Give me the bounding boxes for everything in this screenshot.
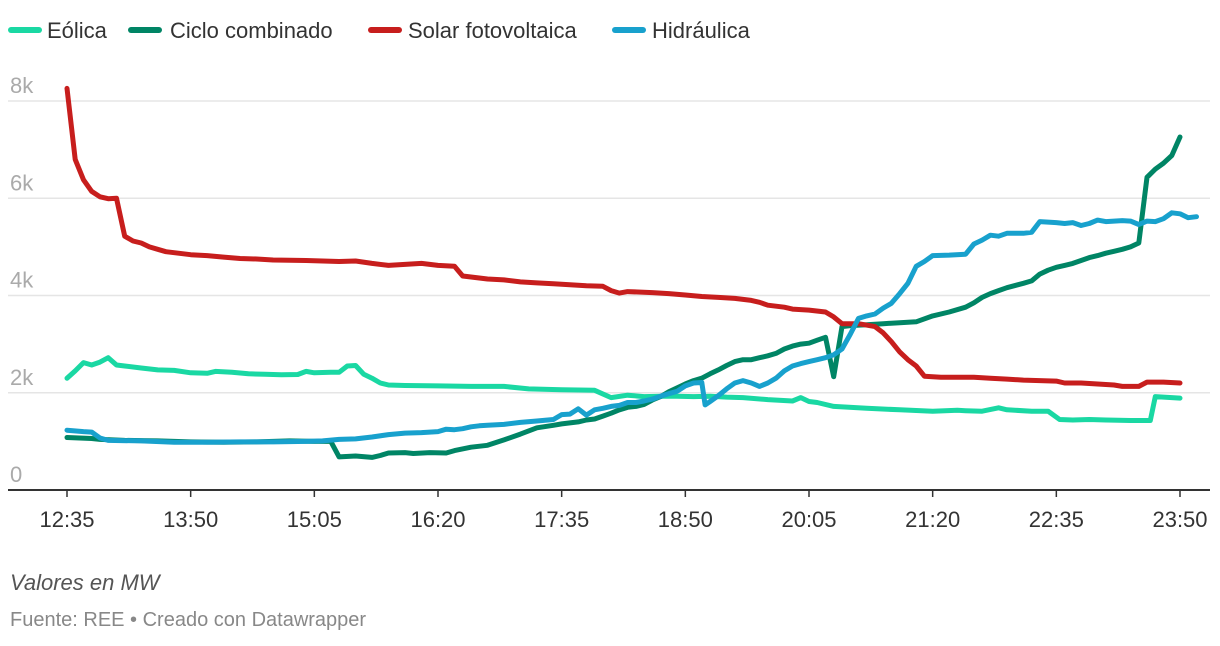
- y-tick-label: 8k: [10, 73, 34, 98]
- x-tick-label: 23:50: [1152, 507, 1207, 532]
- legend-label-ciclo-combinado: Ciclo combinado: [170, 18, 333, 43]
- y-tick-label: 4k: [10, 268, 34, 293]
- series-line-hidraulica: [64, 210, 1199, 445]
- series-lines: [64, 85, 1199, 460]
- x-tick-label: 17:35: [534, 507, 589, 532]
- legend-swatch-hidraulica: [612, 27, 646, 33]
- x-tick-label: 15:05: [287, 507, 342, 532]
- legend-label-eolica: Eólica: [47, 18, 108, 43]
- x-tick-label: 13:50: [163, 507, 218, 532]
- y-tick-label: 2k: [10, 365, 34, 390]
- x-tick-label: 20:05: [781, 507, 836, 532]
- legend: Eólica Ciclo combinado Solar fotovoltaic…: [8, 18, 751, 43]
- series-line-eolica: [64, 355, 1183, 423]
- series-line-ciclo-combinado: [64, 134, 1183, 460]
- y-tick-label: 0: [10, 462, 22, 487]
- legend-item-eolica: Eólica: [8, 18, 108, 43]
- legend-label-solar-fotovoltaica: Solar fotovoltaica: [408, 18, 578, 43]
- legend-swatch-eolica: [8, 27, 42, 33]
- legend-item-hidraulica: Hidráulica: [612, 18, 751, 43]
- y-tick-label: 6k: [10, 170, 34, 195]
- y-axis-labels: 0 2k 4k 6k 8k: [10, 73, 34, 487]
- legend-item-ciclo-combinado: Ciclo combinado: [128, 18, 333, 43]
- x-tick-label: 22:35: [1029, 507, 1084, 532]
- legend-label-hidraulica: Hidráulica: [652, 18, 751, 43]
- x-axis-labels: 12:35 13:50 15:05 16:20 17:35 18:50 20:05 21:20…: [39, 490, 1208, 532]
- legend-swatch-ciclo-combinado: [128, 27, 162, 33]
- x-tick-label: 16:20: [410, 507, 465, 532]
- gridlines: [8, 100, 1210, 491]
- units-note: Valores en MW: [10, 570, 160, 595]
- x-tick-label: 12:35: [39, 507, 94, 532]
- x-tick-label: 18:50: [658, 507, 713, 532]
- legend-item-solar-fotovoltaica: Solar fotovoltaica: [368, 18, 578, 43]
- source-credit: Fuente: REE • Creado con Datawrapper: [10, 609, 367, 631]
- series-line-solar-fotovoltaica: [64, 85, 1183, 389]
- x-tick-label: 21:20: [905, 507, 960, 532]
- legend-swatch-solar-fotovoltaica: [368, 27, 402, 33]
